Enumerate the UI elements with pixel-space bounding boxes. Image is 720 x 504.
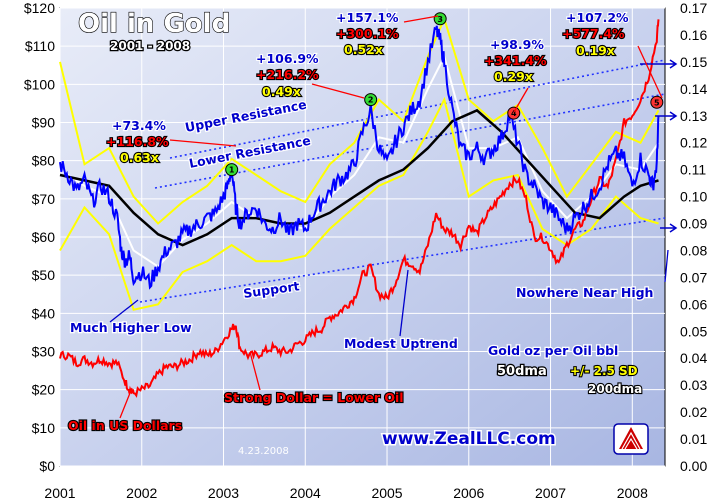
y-left-tick-label: $0: [39, 458, 55, 474]
y-left-axis: $0 $10 $20 $30 $40 $50 $60 $70 $80 $90 $100 $110 $12…: [24, 0, 55, 474]
grid: [59, 7, 665, 467]
y-right-tick-label: 0.01: [680, 431, 707, 447]
pct-1-blue: +73.4%: [112, 118, 166, 133]
y-right-tick-label: 0.15: [680, 54, 707, 70]
series-oil-usd: [59, 19, 660, 398]
x-tick-label: 2007: [535, 485, 566, 501]
ratio-2: 0.49x: [262, 84, 301, 99]
zeal-logo: [613, 423, 649, 455]
chart-title: Oil in Gold: [78, 9, 230, 39]
y-left-tick-label: $10: [32, 420, 56, 436]
annotation-arrows: [109, 249, 669, 337]
x-tick-label: 2008: [617, 485, 648, 501]
series: [59, 15, 660, 398]
legend-200dma: 200dma: [588, 382, 642, 396]
y-left-tick-label: $80: [32, 153, 56, 169]
x-tick-label: 2006: [453, 485, 484, 501]
upper-resistance-line: [169, 59, 666, 159]
y-right-tick-label: 0.17: [680, 0, 707, 16]
y-right-tick-label: 0.07: [680, 269, 707, 285]
marker-number: 1: [229, 166, 235, 175]
y-left-tick-label: $70: [32, 191, 56, 207]
y-right-tick-label: 0.02: [680, 404, 707, 420]
ratio-3: 0.52x: [344, 42, 383, 57]
legend-sd: +/- 2.5 SD: [570, 364, 638, 378]
pct-2-blue: +106.9%: [256, 51, 319, 66]
y-right-tick-label: 0.14: [680, 81, 707, 97]
nowhere-near-high-label: Nowhere Near High: [516, 285, 653, 300]
marker-number: 3: [437, 15, 443, 24]
y-left-tick-label: $60: [32, 229, 56, 245]
y-right-tick-label: 0.08: [680, 242, 707, 258]
y-left-tick-label: $120: [24, 0, 55, 16]
x-tick-label: 2001: [44, 485, 75, 501]
marker-circle: [364, 93, 378, 107]
lower-resistance-line: [154, 93, 666, 189]
marker-circle: [650, 95, 664, 109]
pct-4-red: +341.4%: [484, 53, 547, 68]
series-50dma: [59, 53, 660, 268]
y-right-tick-label: 0.03: [680, 377, 707, 393]
y-right-tick-label: 0.05: [680, 323, 707, 339]
sd-lower-band: [59, 96, 659, 311]
pct-4-blue: +98.9%: [490, 37, 544, 52]
pct-3-blue: +157.1%: [336, 10, 399, 25]
y-right-tick-label: 0.16: [680, 27, 707, 43]
y-right-tick-label: 0.06: [680, 296, 707, 312]
higher-low-label: Much Higher Low: [70, 320, 192, 335]
pct-2-red: +216.2%: [256, 67, 319, 82]
y-left-tick-label: $90: [32, 115, 56, 131]
website-label: www.ZealLLC.com: [382, 429, 556, 449]
y-left-tick-label: $50: [32, 267, 56, 283]
strong-dollar-label: Strong Dollar = Lower Oil: [224, 390, 404, 405]
markers: 1 2 3 4 5: [225, 12, 664, 177]
y-right-tick-label: 0.12: [680, 135, 707, 151]
pct-5-red: +577.4%: [562, 26, 625, 41]
pct-3-red: +300.1%: [336, 26, 399, 41]
y-left-tick-label: $20: [32, 382, 56, 398]
x-tick-label: 2005: [371, 485, 402, 501]
legend-gold-oil: Gold oz per Oil bbl: [488, 343, 618, 358]
marker-number: 4: [511, 109, 517, 118]
series-200dma: [59, 108, 659, 247]
modest-uptrend-label: Modest Uptrend: [344, 336, 458, 351]
x-tick-label: 2003: [208, 485, 239, 501]
chart-subtitle: 2001 - 2008: [110, 39, 190, 53]
marker-circle: [507, 106, 521, 120]
marker-circle: [225, 163, 239, 177]
x-axis: 2001 2002 2003 2004 2005 2006 2007 2008: [44, 485, 648, 501]
pct-5-blue: +107.2%: [566, 10, 629, 25]
series-gold-per-oil: [59, 25, 660, 290]
oil-usd-label: Oil in US Dollars: [68, 418, 182, 433]
ratio-5: 0.19x: [576, 43, 615, 58]
y-left-tick-label: $100: [24, 76, 55, 92]
annotation-arrows-red: [119, 15, 663, 419]
y-left-tick-label: $110: [25, 38, 55, 54]
legend-50dma: 50dma: [497, 364, 547, 379]
y-right-tick-label: 0.11: [680, 162, 706, 178]
marker-number: 2: [368, 96, 374, 105]
y-left-tick-label: $40: [32, 305, 56, 321]
y-right-tick-label: 0.09: [680, 216, 707, 232]
pct-1-red: +116.8%: [106, 134, 169, 149]
y-left-tick-label: $30: [32, 344, 56, 360]
y-right-tick-label: 0.00: [680, 458, 707, 474]
ratio-1: 0.63x: [120, 150, 159, 165]
y-right-tick-label: 0.10: [680, 189, 707, 205]
y-right-tick-label: 0.13: [680, 108, 707, 124]
marker-number: 5: [654, 98, 660, 107]
y-right-axis: 0.00 0.01 0.02 0.03 0.04 0.05 0.06 0.07 0.08 0.09…: [680, 0, 707, 474]
date-stamp: 4.23.2008: [238, 446, 289, 457]
x-tick-label: 2004: [290, 485, 321, 501]
y-right-tick-label: 0.04: [680, 350, 707, 366]
sd-upper-band: [59, 15, 660, 225]
x-tick-label: 2002: [126, 485, 157, 501]
ratio-4: 0.29x: [494, 69, 533, 84]
